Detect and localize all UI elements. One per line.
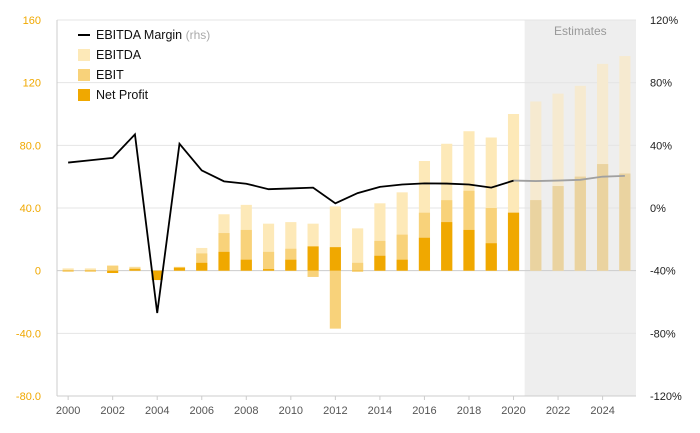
x-tick-label: 2016 <box>412 405 436 417</box>
bar-ebitda-2014 <box>374 203 386 271</box>
left-tick-label: 40.0 <box>20 203 41 215</box>
left-tick-label: 160 <box>23 15 41 27</box>
bar-ebitda-2019 <box>485 137 497 271</box>
bar-ebitda-2022 <box>552 93 564 271</box>
right-tick-label: -80% <box>650 328 676 340</box>
bar-net-profit-2014 <box>374 255 386 271</box>
x-tick-label: 2008 <box>234 405 258 417</box>
x-tick-label: 2002 <box>100 405 124 417</box>
bar-ebitda-2015 <box>396 192 408 271</box>
left-tick-label: -80.0 <box>16 391 41 403</box>
bar-ebitda-2010 <box>285 222 297 271</box>
left-tick-label: 80.0 <box>20 140 41 152</box>
bar-net-profit-2000 <box>62 270 74 272</box>
bar-ebitda-2025 <box>619 56 631 271</box>
legend-net-profit-label: Net Profit <box>96 88 149 102</box>
bar-ebit-2001 <box>84 269 96 271</box>
tick-labels: -80.0 -40.0 0 40.0 80.0 120 160 -120% -80% -40% 0%… <box>16 15 682 417</box>
estimates-label: Estimates <box>554 24 607 38</box>
x-tick-label: 2024 <box>590 405 614 417</box>
bar-net-profit-2018 <box>463 229 475 271</box>
bar-net-profit-2024 <box>597 164 609 271</box>
bar-net-profit-2004 <box>151 270 163 281</box>
right-tick-label: -120% <box>650 391 682 403</box>
legend-net-profit-swatch <box>78 89 90 101</box>
bar-net-profit-2011 <box>307 246 319 271</box>
right-tick-label: -40% <box>650 266 676 278</box>
legend-ebitda-margin-suffix: (rhs) <box>186 28 211 42</box>
bar-net-profit-2015 <box>396 259 408 271</box>
bar-net-profit-2023 <box>574 176 586 271</box>
bar-net-profit-2017 <box>441 222 453 271</box>
left-tick-label: -40.0 <box>16 328 41 340</box>
legend-ebitda-margin-label: EBITDA Margin (rhs) <box>96 28 210 42</box>
x-tick-label: 2006 <box>190 405 214 417</box>
bar-net-profit-2021 <box>530 200 542 271</box>
bar-net-profit-2007 <box>218 251 230 271</box>
x-tick-label: 2020 <box>501 405 525 417</box>
bar-ebit-2006 <box>196 253 208 271</box>
bar-ebitda-2000 <box>62 268 74 271</box>
x-tick-label: 2000 <box>56 405 80 417</box>
legend-ebitda-margin-name: EBITDA Margin <box>96 28 182 42</box>
left-tick-label: 120 <box>23 78 41 90</box>
bar-net-profit-2020 <box>507 212 520 271</box>
bar-ebit-2003 <box>129 267 141 271</box>
bar-ebit-2014 <box>374 240 386 271</box>
x-tick-label: 2014 <box>368 405 392 417</box>
right-tick-label: 0% <box>650 203 666 215</box>
right-tick-label: 80% <box>650 78 672 90</box>
bar-net-profit-2009 <box>262 269 275 271</box>
bar-ebit-2002 <box>107 265 119 271</box>
bar-net-profit-2001 <box>84 270 96 272</box>
margin-line-estimate <box>513 174 625 182</box>
x-tick-label: 2018 <box>457 405 481 417</box>
bars <box>62 56 631 329</box>
margin-line <box>68 132 625 314</box>
x-tick-label: 2004 <box>145 405 169 417</box>
bar-net-profit-2003 <box>129 269 141 271</box>
legend: EBITDA Margin (rhs) EBITDA EBIT Net Prof… <box>78 28 210 102</box>
right-tick-label: 120% <box>650 15 678 27</box>
bar-net-profit-2008 <box>240 259 252 271</box>
bar-net-profit-2022 <box>552 186 564 271</box>
legend-ebitda-label: EBITDA <box>96 48 142 62</box>
bar-ebit-2012 <box>329 270 341 329</box>
bar-ebit-2000 <box>62 269 74 271</box>
bar-ebit-2009 <box>262 251 275 271</box>
legend-ebitda-swatch <box>78 49 90 61</box>
margin-line-actual <box>68 132 514 314</box>
bar-net-profit-2012 <box>329 247 341 271</box>
bar-ebitda-2012 <box>329 206 341 271</box>
legend-ebit-swatch <box>78 69 90 81</box>
bar-ebitda-2020 <box>507 114 520 271</box>
left-tick-label: 0 <box>35 266 41 278</box>
bar-ebitda-2013 <box>352 228 364 271</box>
x-tick-label: 2010 <box>279 405 303 417</box>
bar-net-profit-2025 <box>619 173 631 271</box>
bar-ebit-2011 <box>307 270 319 277</box>
bar-net-profit-2013 <box>352 270 364 272</box>
bar-net-profit-2006 <box>196 262 208 271</box>
bar-ebitda-2009 <box>262 223 275 271</box>
bar-net-profit-2010 <box>285 259 297 271</box>
bar-ebitda-2021 <box>530 101 542 271</box>
x-tick-label: 2022 <box>546 405 570 417</box>
bar-net-profit-2005 <box>173 267 186 271</box>
bar-ebit-2015 <box>396 234 408 271</box>
right-tick-label: 40% <box>650 140 672 152</box>
legend-ebit-label: EBIT <box>96 68 124 82</box>
bar-ebit-2013 <box>352 262 364 271</box>
bar-net-profit-2002 <box>107 270 119 274</box>
bar-ebit-2008 <box>240 229 252 271</box>
bar-ebitda-2001 <box>84 268 96 271</box>
bar-ebit-2019 <box>485 208 497 271</box>
bar-net-profit-2019 <box>485 243 497 271</box>
x-tick-label: 2012 <box>323 405 347 417</box>
bar-net-profit-2016 <box>418 237 431 271</box>
